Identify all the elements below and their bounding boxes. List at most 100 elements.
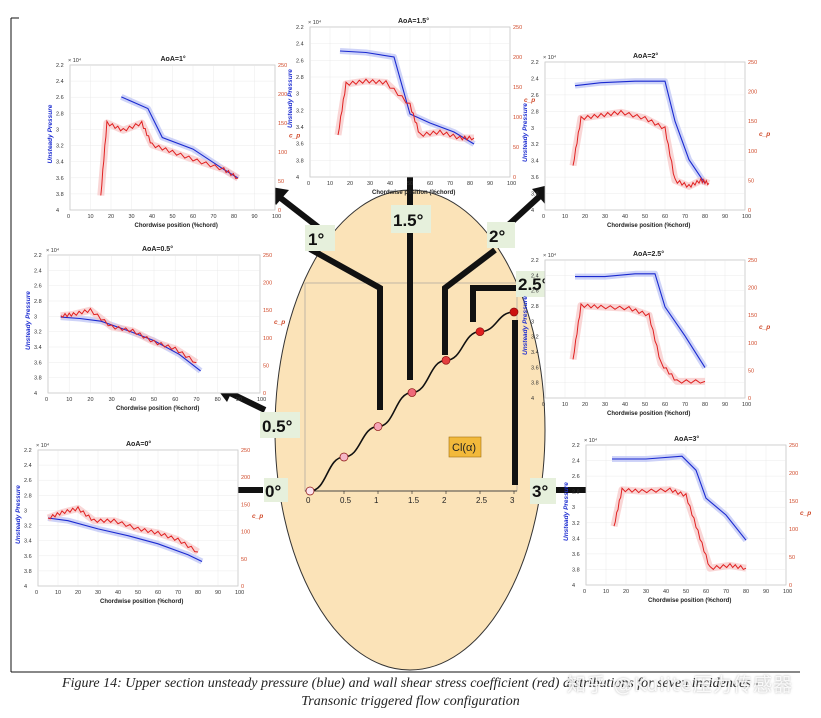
x-tick-label: 90 <box>252 214 258 220</box>
y-left-tick-label: 2.2 <box>24 448 32 454</box>
x-tick-label: 100 <box>507 181 516 187</box>
y-left-tick-label: 3.4 <box>531 159 539 165</box>
x-tick-label: 10 <box>88 214 94 220</box>
connector-1deg <box>308 246 383 410</box>
x-tick-label: 70 <box>193 397 199 403</box>
cl-x-tick-label: 1.5 <box>408 496 420 505</box>
angle-labels: 0° 0.5° 1° 1.5° 2° 2.5° 3° <box>260 205 558 504</box>
cl-x-tick-label: 2 <box>442 496 447 505</box>
y-left-tick-label: 3.2 <box>24 524 32 530</box>
y-left-tick-label: 3 <box>24 508 27 514</box>
x-tick-label: 70 <box>723 589 729 595</box>
y-left-tick-label: 2.8 <box>296 75 304 81</box>
y-left-axis-label: Unsteady Pressure <box>522 296 529 355</box>
cl-alpha-plot: 0 0.5 1 1.5 2 2.5 3 Cl(α) <box>304 282 519 505</box>
y-left-tick-label: 2.4 <box>572 459 580 465</box>
y-left-axis-label: Unsteady Pressure <box>287 69 294 128</box>
connector-2deg <box>442 247 497 355</box>
x-tick-label: 0 <box>45 397 48 403</box>
x-tick-label: 70 <box>175 590 181 596</box>
x-tick-label: 10 <box>66 397 72 403</box>
x-tick-label: 0 <box>583 589 586 595</box>
y-left-tick-label: 3.2 <box>34 330 42 336</box>
y-right-axis-label: c_p <box>800 510 811 517</box>
angle-box-2 <box>487 222 515 248</box>
x-tick-label: 60 <box>703 589 709 595</box>
shear-line <box>613 486 747 571</box>
panel-title: AoA=2.5° <box>633 250 664 258</box>
y-left-tick-label: 3.6 <box>531 365 539 371</box>
y-multiplier: × 10⁴ <box>584 437 598 444</box>
y-left-tick-label: 3.2 <box>296 108 304 114</box>
y-left-tick-label: 3 <box>572 505 575 511</box>
y-left-tick-label: 2.6 <box>572 474 580 480</box>
arrow-05deg-line <box>226 389 267 413</box>
x-tick-label: 20 <box>582 214 588 220</box>
x-axis-label: Chordwise position (%chord) <box>100 599 183 605</box>
y-right-tick-label: 100 <box>263 336 272 342</box>
y-right-tick-label: 150 <box>241 502 250 508</box>
connectors <box>308 165 520 485</box>
shear-band <box>97 119 240 196</box>
pressure-line <box>121 96 239 179</box>
angle-box-0 <box>264 478 288 502</box>
y-left-tick-label: 3.8 <box>34 376 42 382</box>
x-tick-label: 40 <box>130 397 136 403</box>
y-left-tick-label: 3 <box>34 314 37 320</box>
y-left-tick-label: 2.2 <box>56 63 64 69</box>
shear-band <box>569 302 705 385</box>
y-right-tick-label: 100 <box>278 150 287 156</box>
cl-x-ticks: 0 0.5 1 1.5 2 2.5 3 <box>306 491 515 505</box>
panel-title: AoA=1° <box>161 55 186 63</box>
x-tick-label: 30 <box>367 181 373 187</box>
y-right-tick-label: 0 <box>789 583 792 589</box>
y-left-tick-label: 2.4 <box>531 76 539 82</box>
x-axis-label: Chordwise position (%chord) <box>372 190 455 196</box>
y-left-axis-label: Unsteady Pressure <box>47 104 54 163</box>
cl-point <box>407 388 417 397</box>
x-tick-label: 100 <box>742 402 751 408</box>
y-left-tick-label: 3 <box>531 126 534 132</box>
y-left-tick-label: 3.8 <box>56 192 64 198</box>
y-right-tick-label: 100 <box>748 341 757 347</box>
y-left-tick-label: 3.2 <box>531 142 539 148</box>
angle-label-05: 0.5° <box>262 417 293 436</box>
x-tick-label: 80 <box>215 397 221 403</box>
x-tick-label: 70 <box>682 214 688 220</box>
x-tick-label: 100 <box>257 397 266 403</box>
cl-point <box>305 486 315 496</box>
pressure-line <box>339 50 475 145</box>
x-axis-label: Chordwise position (%chord) <box>607 411 690 417</box>
x-tick-label: 60 <box>662 402 668 408</box>
x-tick-label: 20 <box>623 589 629 595</box>
y-left-axis-label: Unsteady Pressure <box>563 482 570 541</box>
x-tick-label: 20 <box>75 590 81 596</box>
y-left-tick-label: 2.8 <box>531 109 539 115</box>
y-left-tick-label: 2.2 <box>296 25 304 31</box>
x-tick-label: 10 <box>55 590 61 596</box>
x-tick-label: 10 <box>603 589 609 595</box>
y-right-tick-label: 50 <box>513 145 519 151</box>
y-left-tick-label: 3.6 <box>24 554 32 560</box>
y-right-tick-label: 250 <box>241 448 250 454</box>
y-left-tick-label: 2.2 <box>531 60 539 66</box>
angle-label-25: 2.5° <box>518 275 549 294</box>
y-left-axis-label: Unsteady Pressure <box>522 103 529 162</box>
cl-x-tick-label: 1 <box>374 496 379 505</box>
x-axis-label: Chordwise position (%chord) <box>135 223 218 229</box>
x-tick-label: 70 <box>447 181 453 187</box>
x-tick-label: 60 <box>427 181 433 187</box>
y-right-tick-label: 0 <box>241 584 244 590</box>
y-left-tick-label: 2.8 <box>34 299 42 305</box>
y-right-tick-label: 250 <box>748 60 757 66</box>
y-left-tick-label: 2.2 <box>531 258 539 264</box>
y-right-tick-label: 0 <box>513 175 516 181</box>
shear-line <box>572 302 706 384</box>
shear-line <box>572 109 710 189</box>
x-tick-label: 60 <box>172 397 178 403</box>
x-tick-label: 70 <box>682 402 688 408</box>
shear-band <box>569 108 711 190</box>
x-tick-label: 40 <box>115 590 121 596</box>
